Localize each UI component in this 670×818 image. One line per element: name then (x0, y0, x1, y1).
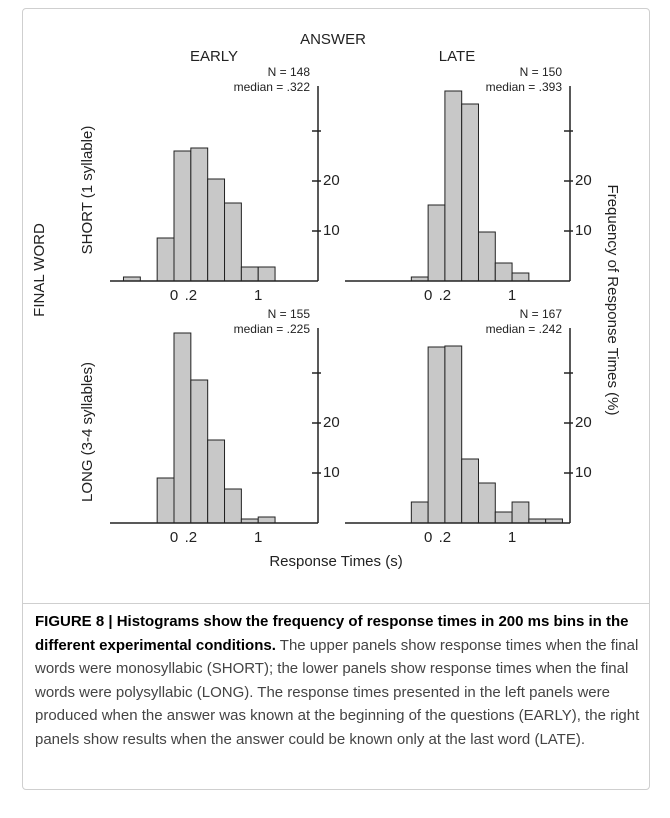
annotation: median = .225 (234, 322, 311, 336)
bar (207, 178, 226, 282)
bar (461, 103, 479, 282)
y-tick-label: 20 (323, 414, 340, 431)
bar (494, 262, 513, 282)
annotation: median = .242 (486, 322, 563, 336)
bar (444, 90, 463, 282)
bar (173, 332, 192, 524)
bar (240, 266, 259, 282)
y-tick-label: 20 (575, 414, 592, 431)
x-tick-label: 0 (424, 529, 432, 546)
x-tick-label: 1 (254, 529, 262, 546)
bar (477, 231, 496, 282)
bar (494, 511, 513, 524)
y-tick-label: 10 (323, 464, 340, 481)
bar (444, 345, 463, 524)
column-label: EARLY (190, 48, 238, 65)
row-label: SHORT (1 syllable) (79, 126, 96, 255)
row-label: LONG (3-4 syllables) (79, 362, 96, 502)
bar (410, 501, 429, 524)
x-tick-label: 0 (424, 287, 432, 304)
y-tick-label: 20 (575, 172, 592, 189)
y-tick-label: 10 (575, 464, 592, 481)
bar (257, 266, 276, 282)
x-tick-label: 0 (170, 287, 178, 304)
chart: ANSWER EARLY LATE FINAL WORD SHORT (1 sy… (31, 31, 621, 570)
column-header: ANSWER (300, 31, 366, 48)
x-tick-label: .2 (185, 529, 198, 546)
annotation: N = 148 (268, 65, 311, 79)
bar (511, 272, 530, 282)
annotation: N = 155 (268, 307, 311, 321)
y-tick-label: 20 (323, 172, 340, 189)
bar (257, 516, 276, 524)
annotation: median = .393 (486, 80, 563, 94)
caption: FIGURE 8 | Histograms show the frequency… (35, 610, 640, 751)
bar (190, 147, 209, 282)
bar (156, 237, 175, 282)
bar (156, 477, 175, 524)
y-tick-label: 10 (323, 222, 340, 239)
bar (224, 202, 242, 282)
bar (224, 488, 242, 524)
bar (427, 204, 446, 282)
x-tick-label: .2 (185, 287, 198, 304)
caption-title: FIGURE 8 | Histograms show the frequency… (35, 613, 629, 654)
y-axis-label: Frequency of Response Times (%) (604, 185, 621, 416)
column-label: LATE (439, 48, 475, 65)
bar (461, 458, 479, 524)
annotation: N = 167 (520, 307, 563, 321)
caption-text: The upper panels show response times whe… (35, 636, 640, 748)
bar (477, 482, 496, 524)
bar (427, 346, 446, 524)
bar (190, 379, 209, 524)
figure-frame (22, 8, 650, 790)
bar (207, 439, 226, 524)
y-tick-label: 10 (575, 222, 592, 239)
annotation: median = .322 (234, 80, 311, 94)
separator (22, 603, 650, 604)
x-axis-label: Response Times (s) (269, 553, 402, 570)
x-tick-label: 0 (170, 529, 178, 546)
x-tick-label: 1 (508, 287, 516, 304)
x-tick-label: 1 (254, 287, 262, 304)
row-header: FINAL WORD (31, 223, 48, 317)
bar (511, 501, 530, 524)
annotation: N = 150 (520, 65, 563, 79)
x-tick-label: .2 (439, 529, 452, 546)
x-tick-label: 1 (508, 529, 516, 546)
bar (173, 150, 192, 282)
x-tick-label: .2 (439, 287, 452, 304)
